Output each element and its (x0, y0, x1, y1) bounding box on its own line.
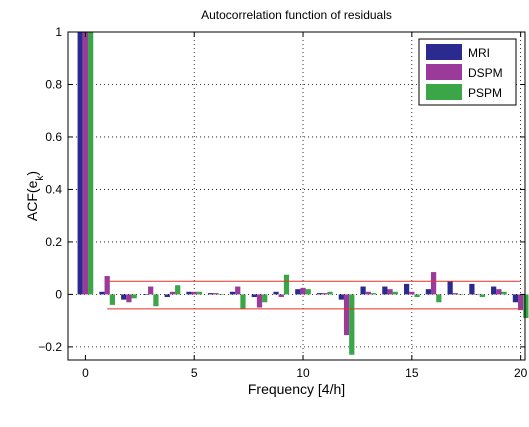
bar-mri (229, 291, 236, 295)
legend-swatch-pspm (426, 84, 462, 100)
bar-pspm (479, 294, 485, 298)
bar-mri (186, 291, 192, 295)
bar-mri (469, 283, 475, 295)
bar-dspm (322, 293, 328, 295)
bar-pspm (349, 294, 355, 355)
y-tick-label: 0.4 (45, 182, 62, 196)
bar-dspm (496, 289, 502, 295)
bar-pspm (436, 294, 442, 303)
bar-mri (121, 294, 127, 300)
bar-mri (491, 286, 497, 295)
axis-ticks: 0 5 10 15 20 −0.2 0 0.2 0.4 0.6 0.8 1 (38, 25, 527, 380)
legend: MRI DSPM PSPM (418, 38, 517, 106)
legend-label-pspm: PSPM (468, 86, 502, 100)
legend-swatch-dspm (426, 64, 462, 80)
bar-dspm (518, 294, 524, 311)
y-axis-title: ACF(ek) (24, 171, 46, 221)
bar-mri (208, 293, 214, 295)
bar-pspm (153, 294, 159, 307)
bar-pspm (283, 274, 290, 295)
y-tick-label: 1 (55, 25, 62, 39)
y-axis-title-close: ) (24, 171, 40, 176)
bar-mri (316, 293, 323, 295)
x-axis-title: Frequency [4/h] (248, 381, 345, 397)
bar-pspm (88, 32, 94, 295)
bar-dspm (387, 289, 393, 295)
bar-pspm (262, 294, 268, 303)
bar-dspm (409, 291, 415, 295)
x-tick-label: 10 (296, 366, 310, 380)
plot-frame (67, 31, 526, 361)
bar-pspm (196, 291, 203, 295)
x-tick-label: 5 (191, 366, 198, 380)
bar-dspm (169, 291, 176, 295)
bar-mri (142, 294, 149, 295)
bar-pspm (457, 294, 464, 295)
legend-label-mri: MRI (468, 46, 490, 60)
bar-mri (447, 281, 453, 295)
y-tick-label: 0.2 (45, 235, 62, 249)
bar-mri (295, 289, 301, 295)
bar-dspm (191, 291, 197, 295)
bar-mri (273, 291, 279, 295)
bar-pspm (414, 294, 420, 298)
y-axis-title-subscript: k (35, 175, 46, 181)
bar-pspm (131, 294, 137, 299)
chart-title: Autocorrelation function of residuals (201, 8, 392, 22)
bar-pspm (305, 289, 311, 295)
bar-dspm (256, 294, 263, 308)
bar-mri (512, 294, 519, 303)
bar-dspm (126, 294, 132, 303)
bar-dspm (148, 286, 154, 295)
bar-mri (338, 294, 344, 300)
bar-dspm (300, 287, 306, 295)
bar-mri (360, 286, 366, 295)
bar-pspm (327, 291, 333, 295)
bar-dspm (452, 293, 458, 295)
bar-dspm (104, 276, 110, 295)
x-tick-label: 20 (514, 366, 528, 380)
bar-pspm (370, 293, 377, 295)
y-tick-label: 0.8 (45, 77, 62, 91)
x-tick-label: 15 (405, 366, 419, 380)
y-tick-label: 0.6 (45, 130, 62, 144)
bar-mri (164, 294, 170, 298)
bar-pspm (240, 294, 246, 309)
y-tick-label: −0.2 (38, 340, 62, 354)
y-axis-title-main: ACF(e (24, 180, 40, 221)
bar-dspm (235, 286, 241, 295)
bar-dspm (82, 32, 89, 295)
legend-label-dspm: DSPM (468, 66, 503, 80)
bar-pspm (501, 291, 507, 295)
bar-mri (404, 283, 410, 295)
bar-mri (382, 286, 388, 295)
bar-dspm (430, 272, 437, 295)
bar-pspm (523, 294, 529, 319)
bar-pspm (218, 294, 224, 295)
bars (77, 32, 529, 355)
bar-dspm (213, 293, 219, 295)
bar-mri (77, 32, 83, 295)
bar-mri (99, 291, 105, 295)
bar-dspm (343, 294, 350, 336)
bar-mri (425, 289, 431, 295)
x-tick-label: 0 (82, 366, 89, 380)
bar-dspm (474, 294, 480, 295)
bar-pspm (109, 294, 116, 305)
bar-mri (251, 294, 257, 298)
bar-pspm (175, 285, 181, 295)
legend-swatch-mri (426, 44, 462, 60)
bar-pspm (392, 291, 398, 295)
confidence-bounds (107, 280, 521, 310)
bar-dspm (278, 294, 284, 298)
y-tick-label: 0 (55, 287, 62, 301)
bar-dspm (365, 291, 371, 295)
